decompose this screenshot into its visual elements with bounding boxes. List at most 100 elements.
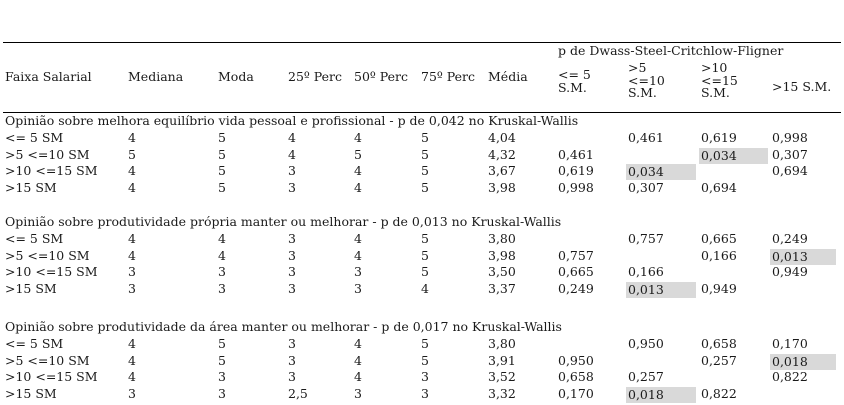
section-title: Opinião sobre melhora equilíbrio vida pe…: [5, 113, 579, 128]
table-cell: 0,658: [558, 369, 594, 385]
row-label: >10 <=15 SM: [5, 369, 98, 385]
table-cell: 5: [421, 146, 429, 162]
header-line: <=15: [701, 72, 738, 88]
header-line: 50º Perc: [354, 69, 408, 84]
table-cell: 5: [218, 146, 226, 162]
header-perc-50: 50º Perc: [354, 70, 408, 84]
table-cell: 0,461: [628, 129, 664, 145]
table-cell: 4: [218, 247, 226, 263]
top-rule: [3, 42, 841, 43]
table-cell: 5: [354, 146, 362, 162]
table-cell: 0,170: [558, 386, 594, 402]
table-cell: 5: [218, 163, 226, 179]
row-label: >5 <=10 SM: [5, 146, 90, 162]
table-cell: 5: [421, 247, 429, 263]
table-cell: 5: [421, 129, 429, 145]
table-cell: 3: [218, 386, 226, 402]
table-cell: 0,307: [628, 180, 664, 196]
table-cell: 0,013: [770, 248, 836, 265]
table-cell: 3: [354, 386, 362, 402]
table-cell: 3: [421, 386, 429, 402]
table-cell: 4: [128, 230, 136, 246]
header-line: >15 S.M.: [772, 79, 832, 94]
table-cell: 0,619: [558, 163, 594, 179]
header-perc-25: 25º Perc: [288, 70, 342, 84]
table-cell: 4: [288, 129, 296, 145]
table-cell: 3: [421, 369, 429, 385]
table-cell: 5: [218, 352, 226, 368]
table-cell: 2,5: [288, 386, 308, 402]
table-cell: 3: [288, 335, 296, 351]
table-cell: 3: [288, 180, 296, 196]
table-cell: 3,52: [488, 369, 516, 385]
header-line: 25º Perc: [288, 69, 342, 84]
table-cell: 3: [288, 352, 296, 368]
header-gt10-le15: >10 <=15 S.M.: [701, 61, 738, 100]
header-line: Faixa Salarial: [5, 69, 92, 84]
header-line: 75º Perc: [421, 69, 475, 84]
header-line: Moda: [218, 69, 254, 84]
table-cell: 4: [354, 335, 362, 351]
table-cell: 0,950: [558, 352, 594, 368]
row-label: <= 5 SM: [5, 335, 64, 351]
row-label: >15 SM: [5, 386, 57, 402]
header-line: Média: [488, 69, 528, 84]
header-line: S.M.: [701, 85, 730, 100]
row-label: >15 SM: [5, 180, 57, 196]
table-cell: 0,018: [770, 353, 836, 370]
table-cell: 4,32: [488, 146, 516, 162]
table-cell: 4: [128, 163, 136, 179]
table-cell: 0,166: [628, 264, 664, 280]
header-mediana: Mediana: [128, 70, 183, 84]
table-cell: 5: [421, 352, 429, 368]
header-line: <=10: [628, 72, 665, 88]
table-cell: 5: [218, 180, 226, 196]
table-cell: 3,98: [488, 180, 516, 196]
table-cell: 4: [354, 163, 362, 179]
section-title: Opinião sobre produtividade própria mant…: [5, 214, 562, 229]
table-cell: 4: [128, 335, 136, 351]
header-le5: <= 5 S.M.: [558, 68, 591, 94]
table-cell: 4: [354, 230, 362, 246]
table-cell: 0,013: [626, 282, 696, 299]
table-cell: 4: [288, 146, 296, 162]
table-cell: 3: [218, 281, 226, 297]
row-label: >5 <=10 SM: [5, 247, 90, 263]
table-cell: 3: [128, 386, 136, 402]
table-cell: 3,67: [488, 163, 516, 179]
table-cell: 4: [354, 180, 362, 196]
table-cell: 3: [288, 163, 296, 179]
header-moda: Moda: [218, 70, 254, 84]
table-cell: 3: [128, 264, 136, 280]
table-cell: 5: [128, 146, 136, 162]
table-cell: 0,949: [701, 281, 737, 297]
table-cell: 0,822: [772, 369, 808, 385]
table-cell: 3,50: [488, 264, 516, 280]
table-cell: 0,307: [772, 146, 808, 162]
header-gt15: >15 S.M.: [772, 80, 831, 94]
table-cell: 3,32: [488, 386, 516, 402]
table-cell: 5: [421, 180, 429, 196]
table-cell: 0,665: [701, 230, 737, 246]
row-label: >10 <=15 SM: [5, 163, 98, 179]
header-media: Média: [488, 70, 528, 84]
row-label: >10 <=15 SM: [5, 264, 98, 280]
header-line: >5: [628, 60, 647, 75]
header-faixa-salarial: Faixa Salarial: [5, 70, 92, 84]
table-cell: 0,249: [772, 230, 808, 246]
table-cell: 5: [218, 129, 226, 145]
table-cell: 3,91: [488, 352, 516, 368]
table-cell: 3,80: [488, 335, 516, 351]
table-cell: 0,694: [701, 180, 737, 196]
dscf-group-label: p de Dwass-Steel-Critchlow-Fligner: [558, 43, 784, 58]
table-cell: 5: [421, 230, 429, 246]
table-cell: 5: [421, 335, 429, 351]
table-cell: 0,034: [626, 164, 696, 181]
table-cell: 5: [218, 335, 226, 351]
section-title: Opinião sobre produtividade da área mant…: [5, 319, 562, 334]
table-cell: 4: [128, 247, 136, 263]
table-cell: 3,37: [488, 281, 516, 297]
table-cell: 0,949: [772, 264, 808, 280]
table-cell: 4,04: [488, 129, 516, 145]
table-cell: 4: [421, 281, 429, 297]
